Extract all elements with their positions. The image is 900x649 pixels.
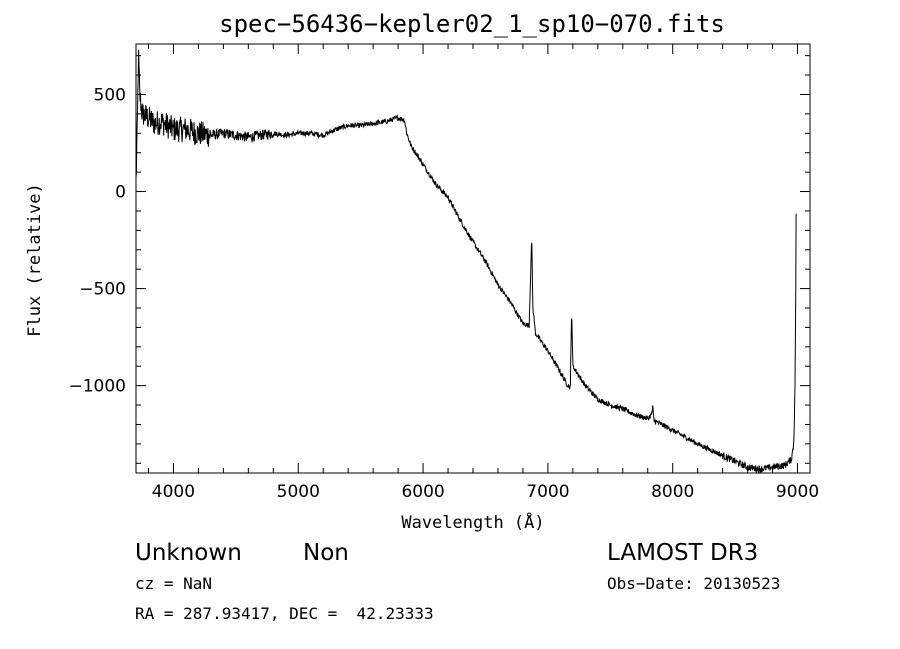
x-tick-label: 9000: [776, 482, 819, 502]
y-tick-label: 0: [115, 183, 126, 203]
coordinates-label: RA = 287.93417, DEC = 42.23333: [135, 604, 434, 623]
chart-title: spec−56436−kepler02_1_sp10−070.fits: [219, 10, 725, 38]
x-tick-label: 4000: [152, 482, 195, 502]
y-axis-label: Flux (relative): [25, 183, 45, 337]
x-tick-label: 5000: [277, 482, 320, 502]
spectrum-line: [135, 49, 797, 475]
redshift-label: cz = NaN: [135, 574, 212, 593]
plot-frame: [135, 43, 811, 474]
x-tick-label: 8000: [651, 482, 694, 502]
object-class-label: Unknown: [135, 540, 242, 566]
y-tick-label: −1000: [68, 377, 126, 397]
y-axis: 500 0 −500 −1000: [68, 55, 810, 464]
survey-label: LAMOST DR3: [607, 540, 758, 566]
x-tick-label: 6000: [401, 482, 444, 502]
y-tick-label: 500: [94, 85, 126, 105]
x-axis-label: Wavelength (Å): [401, 511, 544, 533]
x-tick-label: 7000: [526, 482, 569, 502]
series-layer: [135, 49, 797, 475]
obs-date-label: Obs−Date: 20130523: [607, 574, 780, 593]
x-axis: 4000 5000 6000 7000 8000 9000: [147, 44, 819, 502]
object-subclass-label: Non: [303, 540, 349, 566]
y-tick-label: −500: [79, 280, 126, 300]
